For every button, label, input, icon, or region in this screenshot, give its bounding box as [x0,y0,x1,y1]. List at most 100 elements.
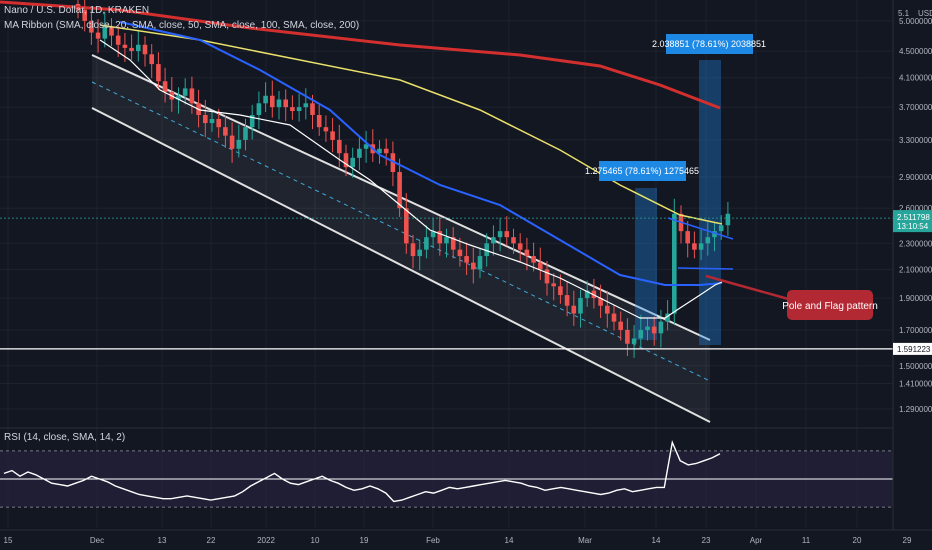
candle[interactable] [142,36,148,67]
candles[interactable] [75,0,731,358]
measure-box-2[interactable] [699,60,721,345]
candle[interactable] [149,44,154,79]
candle[interactable] [471,247,476,284]
candle[interactable] [672,198,677,325]
candle[interactable] [424,225,429,259]
candle[interactable] [658,309,664,348]
candle[interactable] [685,221,690,258]
candle[interactable] [638,314,644,348]
candle[interactable] [611,305,617,331]
candle[interactable] [450,227,456,259]
candle[interactable] [189,76,195,114]
candle[interactable] [631,325,637,358]
flag-lower-line[interactable] [677,267,734,270]
candle[interactable] [276,91,282,120]
candle[interactable] [243,118,248,151]
rsi-line[interactable] [3,439,721,503]
candle[interactable] [665,300,670,331]
candle[interactable] [343,144,349,176]
candle[interactable] [457,237,463,267]
candle[interactable] [203,99,208,138]
candle[interactable] [95,19,101,53]
candle[interactable] [444,228,449,258]
candle[interactable] [290,95,295,120]
level-price-tag[interactable] [893,342,932,355]
candle[interactable] [330,117,335,153]
candle[interactable] [337,124,342,168]
candle[interactable] [162,67,168,103]
candle[interactable] [497,217,503,252]
candle[interactable] [417,239,422,271]
candle[interactable] [564,281,570,317]
candle[interactable] [357,136,362,171]
candle[interactable] [404,193,409,254]
candle[interactable] [698,229,704,261]
candle[interactable] [464,242,469,275]
candle[interactable] [571,290,577,326]
candle[interactable] [176,87,181,114]
candle[interactable] [477,247,483,279]
candle[interactable] [296,93,302,122]
candle[interactable] [605,290,610,328]
candle[interactable] [538,247,543,280]
rsi-pane[interactable]: 60.0040.00 [0,427,932,508]
candle[interactable] [544,260,550,296]
candle[interactable] [551,273,556,301]
candle[interactable] [129,34,134,60]
candle[interactable] [256,91,262,130]
candle[interactable] [712,222,717,252]
rsi-legend[interactable]: RSI (14, close, SMA, 14, 2) [4,432,126,443]
candle[interactable] [209,110,215,132]
flag-upper-line[interactable] [667,217,734,240]
candle[interactable] [491,225,496,256]
candle[interactable] [303,88,309,120]
candle[interactable] [578,289,583,328]
candle[interactable] [651,316,657,346]
candle[interactable] [504,216,510,246]
candle[interactable] [390,141,396,187]
candle[interactable] [692,231,697,259]
candle[interactable] [350,147,355,178]
candle[interactable] [645,318,650,341]
candle[interactable] [89,9,94,45]
symbol-legend[interactable]: Nano / U.S. Dollar, 1D, KRAKEN [4,5,150,16]
candle[interactable] [584,280,590,307]
candle[interactable] [323,115,329,142]
candle[interactable] [136,29,141,62]
candle[interactable] [598,284,603,319]
candle[interactable] [182,78,188,105]
annotation-box[interactable] [787,290,873,320]
candle[interactable] [625,318,630,357]
candle[interactable] [383,138,389,166]
candle[interactable] [725,202,731,236]
candle[interactable] [531,242,536,272]
candle[interactable] [511,228,516,254]
channel-lower-line[interactable] [91,107,711,423]
candle[interactable] [249,104,255,140]
candle[interactable] [430,217,436,248]
candle[interactable] [216,108,221,138]
candle[interactable] [82,0,87,32]
candle[interactable] [437,216,443,256]
candle[interactable] [377,140,382,164]
measure-label-box[interactable] [599,161,686,181]
candle[interactable] [270,80,275,118]
candle[interactable] [558,274,563,304]
candle[interactable] [410,234,416,269]
candle[interactable] [397,158,402,217]
candle[interactable] [618,311,623,341]
candle[interactable] [109,18,114,47]
candle[interactable] [223,115,228,148]
candle[interactable] [236,124,242,158]
candle[interactable] [363,130,369,163]
measure-boxes[interactable] [635,60,721,345]
candle[interactable] [263,82,268,113]
candle[interactable] [316,104,322,136]
candle[interactable] [705,222,711,256]
overlays[interactable]: Pole and Flag pattern 2.038851 (78.61%) 2… [0,34,893,350]
measure-box-1[interactable] [635,188,657,340]
current-price-tag[interactable] [893,210,932,233]
candle[interactable] [229,122,235,163]
candle[interactable] [283,89,288,122]
